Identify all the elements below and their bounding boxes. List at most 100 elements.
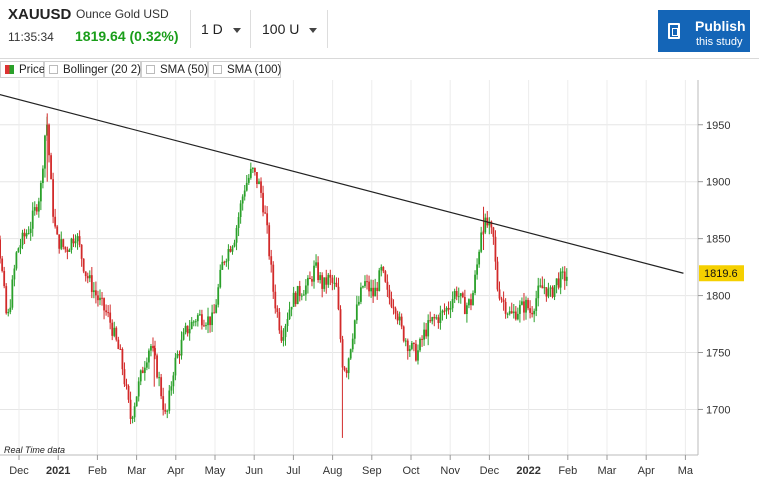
candle-body (463, 296, 466, 315)
x-tick-label: Aug (323, 465, 343, 477)
candle-body (117, 339, 120, 349)
candle (304, 279, 307, 301)
candle (398, 311, 401, 326)
candle-body (90, 275, 93, 293)
candle (221, 255, 224, 271)
candle-body (527, 299, 529, 309)
candle (472, 290, 474, 306)
candle (518, 300, 521, 323)
candle-body (262, 192, 264, 213)
candle (449, 301, 452, 319)
candle-body (307, 277, 309, 286)
candle-body (443, 310, 446, 312)
candle (321, 272, 324, 298)
candle-body (133, 406, 136, 418)
current-price-marker: 1819.6 (699, 265, 744, 282)
candle (451, 291, 454, 313)
candle-body (58, 234, 61, 249)
legend-item-price[interactable]: Price (0, 61, 45, 78)
interval-dropdown[interactable]: 1 D (201, 14, 241, 44)
legend-item-sma-50[interactable]: SMA (50) (141, 61, 208, 78)
candle-body (188, 328, 191, 334)
legend-item-bollinger[interactable]: Bollinger (20 2) (44, 61, 141, 78)
candle (486, 211, 489, 228)
candle (309, 271, 311, 280)
candle (217, 283, 220, 308)
candle-body (504, 301, 507, 314)
y-tick-label: 1700 (706, 404, 730, 416)
candle-body (42, 168, 44, 184)
candle (113, 321, 116, 338)
candle-body (541, 285, 544, 289)
candle-body (29, 228, 32, 234)
candle-body (21, 232, 24, 246)
candle (353, 319, 356, 345)
candle-body (198, 314, 201, 316)
candle-body (105, 310, 108, 313)
candle (431, 316, 434, 325)
candle-body (143, 367, 146, 373)
candle (368, 275, 370, 297)
candle (117, 336, 120, 350)
candle-body (508, 311, 511, 314)
candle-body (137, 381, 140, 397)
candle-body (512, 311, 515, 314)
candle (278, 307, 281, 334)
price-swatch-icon (5, 65, 14, 74)
candle (160, 373, 163, 400)
candle-body (378, 270, 381, 291)
candle (80, 244, 83, 267)
candle (27, 226, 30, 235)
candle-body (449, 308, 452, 310)
candle-body (72, 238, 75, 244)
candle-body (70, 238, 73, 250)
candle-body (148, 350, 150, 363)
trendline[interactable] (0, 88, 684, 274)
candle-body (565, 276, 568, 281)
publish-label: Publish (695, 18, 746, 34)
candle (319, 272, 322, 284)
candle (557, 272, 560, 290)
candle (392, 299, 395, 315)
legend-item-sma-100[interactable]: SMA (100) (208, 61, 281, 78)
candle (168, 384, 171, 414)
candle-body (494, 236, 497, 262)
candle (506, 312, 509, 319)
candle (512, 303, 515, 319)
range-dropdown[interactable]: 100 U (262, 14, 318, 44)
candle (496, 256, 499, 292)
candle (15, 251, 18, 271)
candle (90, 266, 93, 299)
chart-grid (0, 80, 698, 455)
candle-body (170, 386, 173, 391)
candle (357, 296, 360, 306)
candle (135, 396, 138, 407)
candle (545, 287, 548, 302)
candle-body (68, 249, 71, 252)
candle-body (0, 239, 2, 259)
candle (48, 123, 50, 163)
candle-body (335, 282, 338, 287)
price-chart[interactable]: 1700 1750 1800 1850 1900 1950 Dec 2021 Feb Mar Ap… (0, 80, 759, 481)
candle (445, 306, 448, 319)
candle-body (235, 227, 238, 243)
candle (474, 270, 476, 296)
candle-body (219, 269, 222, 288)
candle (529, 300, 531, 319)
candle (441, 309, 444, 321)
candle-body (276, 308, 279, 313)
quote-time: 11:35:34 (8, 30, 54, 44)
candle (23, 228, 26, 244)
candle (565, 268, 568, 287)
candle-body (392, 306, 395, 309)
x-tick-label: 2021 (46, 465, 70, 477)
publish-button[interactable]: Publish this study (658, 10, 750, 52)
candle (459, 292, 462, 304)
candle (333, 275, 336, 290)
y-tick-label: 1800 (706, 291, 730, 303)
candle (433, 313, 436, 327)
symbol-ticker[interactable]: XAUUSD (8, 6, 72, 23)
candle-body (270, 256, 273, 265)
y-tick-label: 1900 (706, 177, 730, 189)
candle-body (111, 322, 114, 336)
